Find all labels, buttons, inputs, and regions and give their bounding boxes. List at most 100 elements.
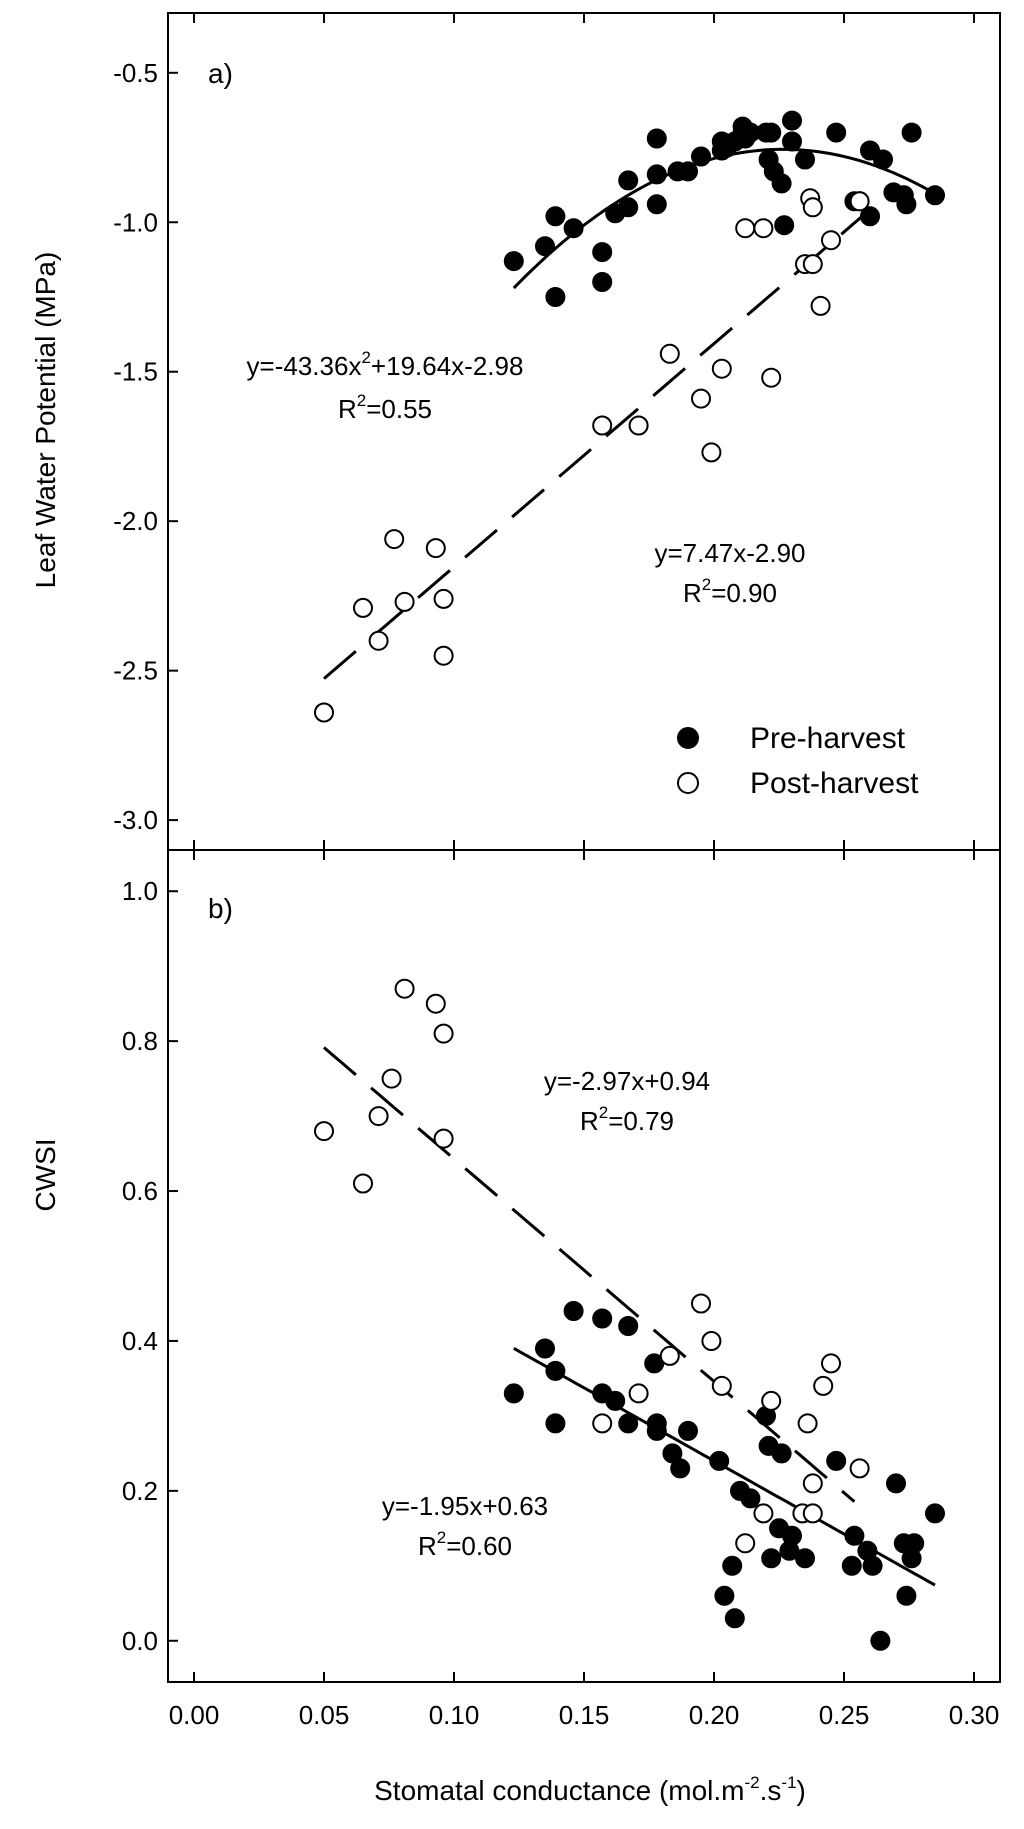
panel-a-post-harvest-point [711,358,732,379]
panel-a-post-harvest-point [433,645,454,666]
panel-b-pre-harvest-equation: y=-1.95x+0.63 [382,1491,548,1521]
panel-b-y-tick-label: 0.6 [122,1176,158,1206]
panel-a-post-harvest-point [761,367,782,388]
panel-b-pre-harvest-point [862,1555,883,1576]
legend-label-pre-harvest: Pre-harvest [750,722,906,755]
panel-a-pre-harvest-point [646,164,667,185]
panel-b-post-harvest-point [701,1331,722,1351]
panel-b-post-harvest-point [353,1173,373,1194]
panel-a-pre-harvest-point [646,194,667,215]
x-tick-label: 0.10 [429,1700,480,1730]
panel-a-pre-harvest-point [535,236,555,257]
panel-a-pre-harvest-point [901,122,922,143]
panel-b-pre-harvest-point [503,1383,524,1404]
panel-b-pre-harvest-point [724,1608,745,1629]
panel-a-label: a) [208,58,233,89]
panel-b-post-harvest-point [425,993,446,1014]
panel-b-pre-harvest-point [618,1316,639,1336]
panel-a-y-axis-title: Leaf Water Potential (MPa) [30,252,61,589]
panel-b-post-harvest-point [821,1353,841,1374]
panel-a-pre-harvest-point [618,170,639,191]
panel-b-post-harvest-point [711,1375,732,1396]
panel-b-pre-harvest-point [761,1548,782,1569]
panel-b-pre-harvest-point [844,1525,865,1546]
panel-a-pre-harvest-point [826,122,847,143]
panel-b-y-tick-label: 0.0 [122,1626,158,1656]
panel-a-post-harvest-point [802,197,823,218]
panel-b-pre-harvest-point [545,1413,566,1434]
panel-a-y-tick-label: -2.5 [113,656,158,686]
x-tick-label: 0.25 [819,1700,870,1730]
x-tick-label: 0.05 [299,1700,350,1730]
panel-a-pre-harvest-point [563,218,584,239]
panel-b-y-tick-label: 0.2 [122,1476,158,1506]
panel-a-post-harvest-point [753,218,774,239]
panel-a-y-tick-label: -1.0 [113,207,158,237]
panel-b-pre-harvest-point [740,1488,761,1509]
panel-a-pre-harvest-point [545,206,566,227]
panel-b-pre-harvest-point [870,1630,891,1651]
x-tick-label: 0.30 [949,1700,1000,1730]
panel-b-post-harvest-point [691,1293,711,1314]
panel-b-post-harvest-fit-line [323,1046,856,1503]
panel-b-post-harvest-point [735,1533,756,1554]
panel-b-pre-harvest-point [670,1458,691,1479]
panel-b-post-harvest-point [592,1413,613,1434]
panel-b-pre-harvest-point [896,1585,917,1606]
panel-a-post-harvest-point [592,415,613,436]
panel-b-post-harvest-point [802,1503,823,1524]
panel-a-y-tick-label: -0.5 [113,58,158,88]
panel-a-post-harvest-point [314,702,334,723]
panel-a-pre-harvest-point [860,206,880,227]
panel-a-post-harvest-point [659,343,680,364]
panel-a-pre-harvest-point [761,122,782,143]
panel-a-pre-harvest-point [795,149,815,170]
panel-a-post-harvest-point [384,529,405,550]
panel-a-post-harvest-point [353,597,373,618]
panel-a-pre-harvest-point [771,173,792,194]
panel-a-pre-harvest-point [592,242,613,263]
panel-b-post-harvest-point [314,1121,334,1142]
panel-b-pre-harvest-point [709,1450,730,1471]
legend-marker-pre-harvest [677,727,699,749]
legend-label-post-harvest: Post-harvest [750,767,919,800]
panel-a-post-harvest-point [849,191,870,212]
legend: Pre-harvest Post-harvest [677,722,919,800]
panel-a-y-tick-label: -3.0 [113,805,158,835]
panel-b-post-harvest-point [659,1345,680,1366]
panel-a-post-harvest-point [691,388,711,409]
panel-a-pre-harvest-point [646,128,667,149]
panel-a-pre-harvest-point [873,149,893,170]
panel-a-quadratic-equation: y=-43.36x2+19.64x-2.98 [247,348,524,381]
panel-b-post-harvest-point [433,1128,454,1149]
panel-b-pre-harvest-point [925,1503,945,1524]
panel-b-cwsi: b) 0.0 0.2 0.4 0.6 0.8 1.0 0.00 0.05 0.10 0.15 0.… [30,13,1001,1806]
legend-marker-post-harvest [677,772,699,794]
panel-b-pre-harvest-point [841,1555,862,1576]
x-axis-title: Stomatal conductance (mol.m-2.s-1) [374,1773,806,1806]
panel-a-post-harvest-point [394,591,415,612]
panel-a-post-harvest-point [802,254,823,275]
panel-b-pre-harvest-r2: R2=0.60 [418,1528,512,1561]
panel-b-pre-harvest-point [771,1443,792,1464]
panel-b-pre-harvest-point [605,1390,626,1411]
panel-b-post-harvest-point [381,1068,402,1089]
panel-b-y-tick-label: 0.8 [122,1026,158,1056]
panel-a-y-tick-label: -1.5 [113,357,158,387]
panel-a-linear-r2: R2=0.90 [683,575,777,608]
panel-b-post-harvest-point [433,1023,454,1044]
panel-b-pre-harvest-point [535,1338,555,1359]
panel-b-post-harvest-point [797,1413,818,1434]
x-tick-label: 0.15 [559,1700,610,1730]
panel-a-y-tick-label: -2.0 [113,506,158,536]
panel-b-pre-harvest-point [795,1548,815,1569]
panel-a-pre-harvest-point [896,194,917,215]
panel-a-pre-harvest-point [545,287,566,307]
panel-b-post-harvest-point [802,1473,823,1494]
panel-b-pre-harvest-point [714,1585,735,1606]
panel-a-pre-harvest-point [925,185,945,206]
panel-b-post-harvest-point [394,978,415,999]
panel-a-post-harvest-point [368,630,389,651]
panel-b-pre-harvest-point [886,1473,906,1494]
